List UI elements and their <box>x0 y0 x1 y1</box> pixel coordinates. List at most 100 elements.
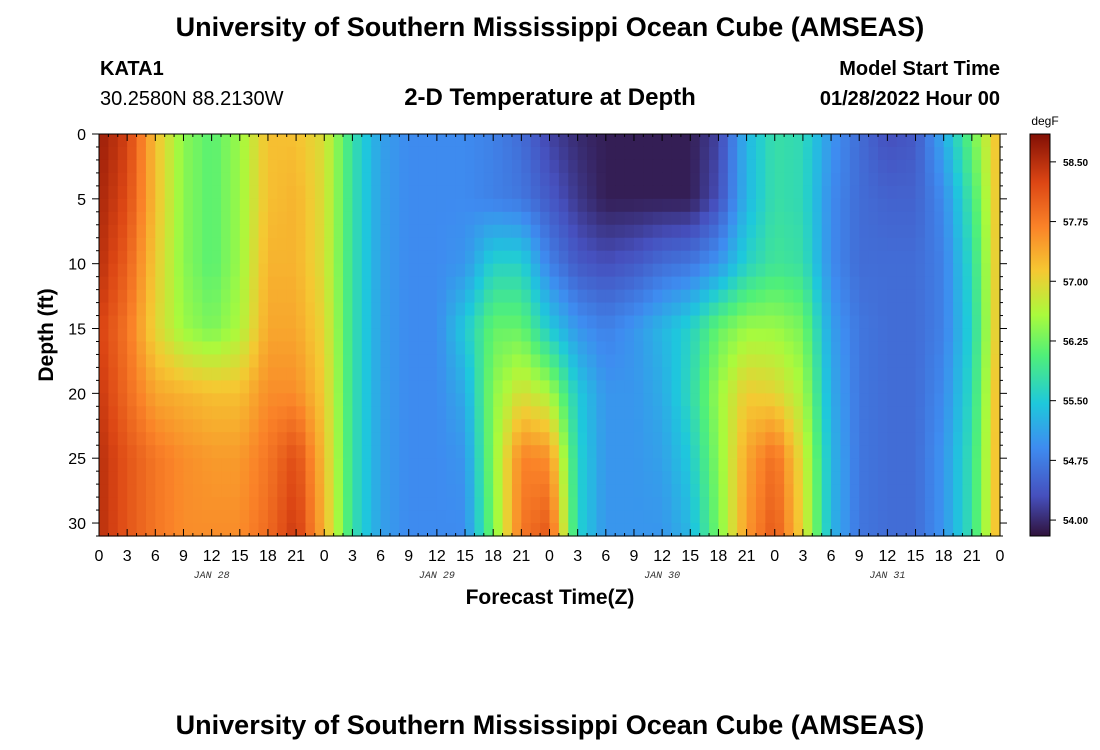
heatmap-cell <box>164 523 175 537</box>
heatmap-cell <box>821 315 832 330</box>
heatmap-cell <box>596 185 607 200</box>
heatmap-cell <box>680 302 691 317</box>
heatmap-cell <box>343 523 354 537</box>
heatmap-cell <box>615 224 626 239</box>
heatmap-cell <box>239 159 250 174</box>
heatmap-cell <box>136 484 147 498</box>
heatmap-cell <box>596 419 607 433</box>
heatmap-cell <box>371 380 382 394</box>
heatmap-cell <box>784 224 795 239</box>
heatmap-cell <box>774 419 785 433</box>
heatmap-cell <box>521 315 532 330</box>
heatmap-cell <box>99 445 109 459</box>
heatmap-cell <box>643 211 654 226</box>
heatmap-cell <box>906 458 917 472</box>
heatmap-cell <box>953 172 964 187</box>
heatmap-cell <box>408 458 419 472</box>
heatmap-cell <box>699 302 710 317</box>
heatmap-cell <box>239 198 250 213</box>
heatmap-cell <box>868 367 879 381</box>
heatmap-cell <box>840 159 851 174</box>
heatmap-cell <box>493 185 504 200</box>
heatmap-cell <box>511 393 522 407</box>
heatmap-cell <box>324 432 335 446</box>
heatmap-cell <box>277 237 288 252</box>
heatmap-cell <box>436 211 447 226</box>
heatmap-cell <box>136 367 147 381</box>
heatmap-cell <box>174 432 185 446</box>
heatmap-cell <box>765 367 776 381</box>
heatmap-cell <box>652 471 663 485</box>
heatmap-cell <box>690 172 701 187</box>
heatmap-cell <box>324 341 335 356</box>
heatmap-cell <box>699 393 710 407</box>
heatmap-cell <box>709 341 720 356</box>
heatmap-cell <box>521 393 532 407</box>
heatmap-cell <box>399 341 410 356</box>
heatmap-cell <box>737 198 748 213</box>
heatmap-cell <box>802 328 813 343</box>
heatmap-cell <box>671 484 682 498</box>
heatmap-cell <box>680 263 691 278</box>
heatmap-cell <box>99 289 109 304</box>
heatmap-cell <box>474 432 485 446</box>
heatmap-cell <box>155 354 166 369</box>
heatmap-cell <box>258 211 269 226</box>
heatmap-cell <box>436 367 447 381</box>
heatmap-cell <box>596 289 607 304</box>
heatmap-cell <box>643 250 654 265</box>
heatmap-cell <box>962 276 973 291</box>
heatmap-cell <box>868 237 879 252</box>
heatmap-cell <box>267 458 278 472</box>
heatmap-cell <box>802 211 813 226</box>
plot-title: 2-D Temperature at Depth <box>404 84 696 111</box>
heatmap-cell <box>258 198 269 213</box>
heatmap-cell <box>352 224 363 239</box>
heatmap-cell <box>267 211 278 226</box>
heatmap-cell <box>587 406 598 420</box>
heatmap-cell <box>737 211 748 226</box>
heatmap-cell <box>849 237 860 252</box>
heatmap-cell <box>971 445 982 459</box>
heatmap-cell <box>455 458 466 472</box>
heatmap-cell <box>924 419 935 433</box>
heatmap-cell <box>577 458 588 472</box>
heatmap-cell <box>868 146 879 161</box>
heatmap-cell <box>605 341 616 356</box>
heatmap-cell <box>305 302 316 317</box>
heatmap-cell <box>765 263 776 278</box>
heatmap-cell <box>446 211 457 226</box>
heatmap-cell <box>239 445 250 459</box>
heatmap-cell <box>540 484 551 498</box>
heatmap-cell <box>239 134 250 148</box>
heatmap-cell <box>652 276 663 291</box>
heatmap-cell <box>774 458 785 472</box>
heatmap-cell <box>408 445 419 459</box>
heatmap-cell <box>774 328 785 343</box>
x-tick-label: 12 <box>878 548 896 565</box>
heatmap-cell <box>436 484 447 498</box>
heatmap-cell <box>831 484 842 498</box>
heatmap-cell <box>305 146 316 161</box>
heatmap-cell <box>877 134 888 148</box>
heatmap-cell <box>765 224 776 239</box>
heatmap-cell <box>549 263 560 278</box>
heatmap-cell <box>859 159 870 174</box>
heatmap-cell <box>202 523 213 537</box>
heatmap-cell <box>868 341 879 356</box>
heatmap-cell <box>99 354 109 369</box>
heatmap-cell <box>305 445 316 459</box>
heatmap-cell <box>361 380 372 394</box>
heatmap-cell <box>174 380 185 394</box>
heatmap-cell <box>446 497 457 511</box>
heatmap-cell <box>99 458 109 472</box>
heatmap-cell <box>755 250 766 265</box>
heatmap-cell <box>418 237 429 252</box>
heatmap-cell <box>953 224 964 239</box>
heatmap-cell <box>784 211 795 226</box>
colorbar-tick-label: 54.00 <box>1063 516 1088 527</box>
heatmap-cell <box>981 484 992 498</box>
heatmap-cell <box>239 237 250 252</box>
heatmap-cell <box>793 471 804 485</box>
heatmap-cell <box>502 419 513 433</box>
